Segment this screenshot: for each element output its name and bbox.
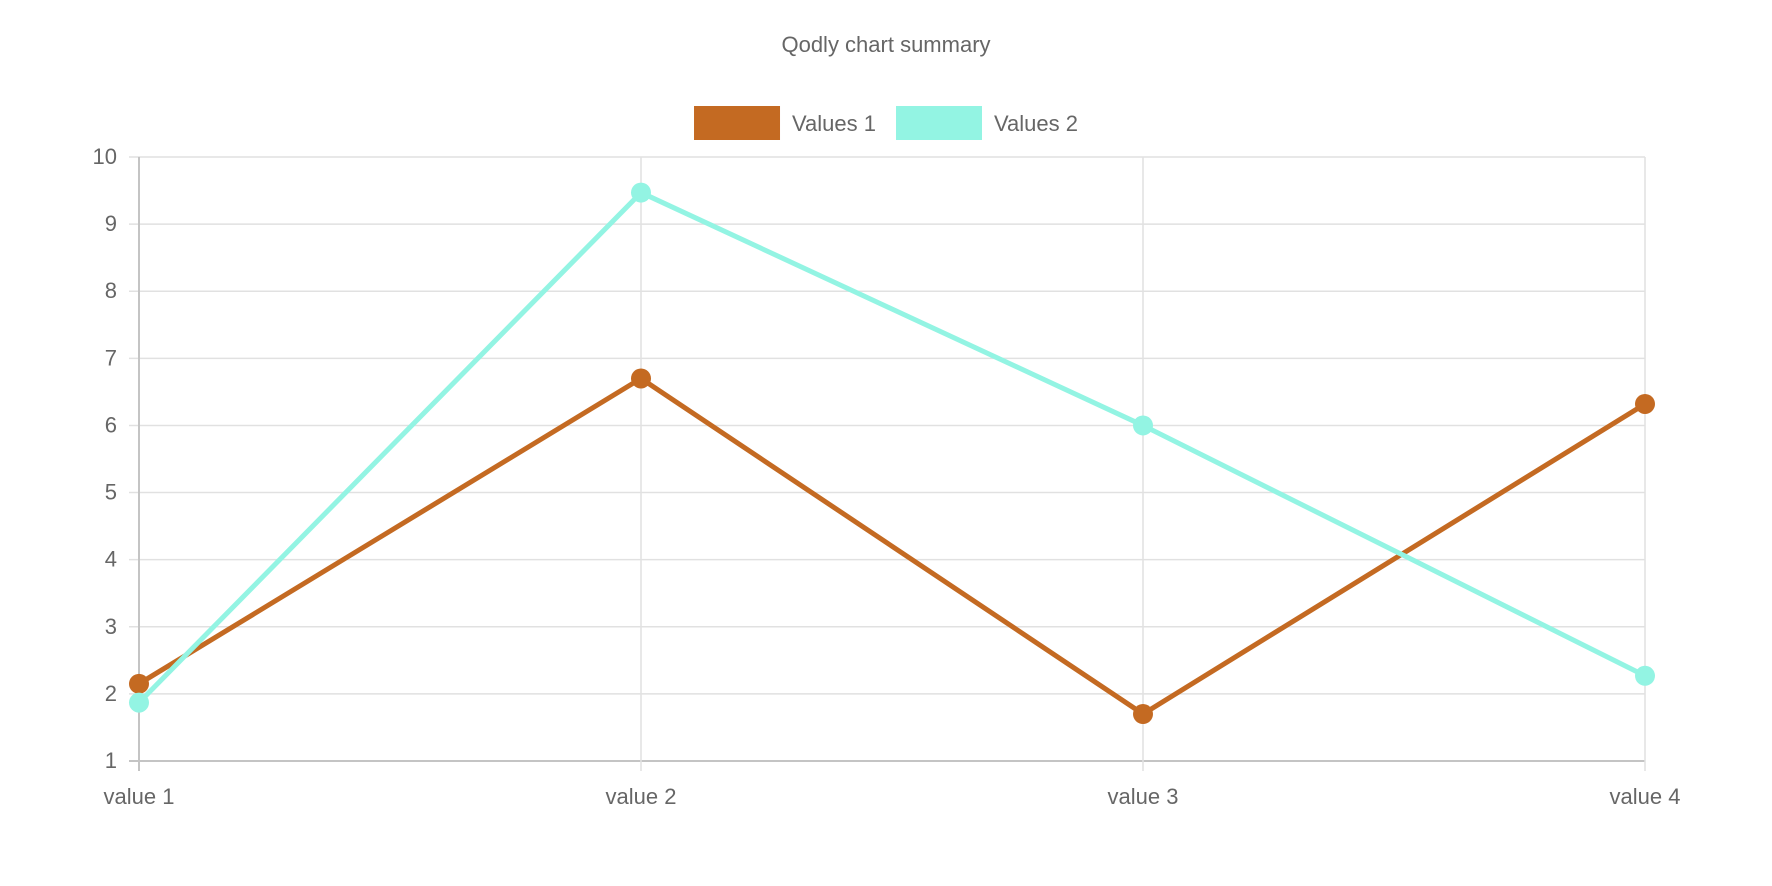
legend-swatch[interactable] xyxy=(694,106,781,140)
series-values-1 xyxy=(129,368,1655,725)
y-tick-label: 10 xyxy=(93,144,117,169)
data-point[interactable] xyxy=(1635,393,1655,414)
data-point[interactable] xyxy=(1133,415,1153,436)
x-tick-label: value 2 xyxy=(606,784,677,809)
data-point[interactable] xyxy=(1133,704,1153,725)
series-line xyxy=(137,189,1647,705)
series-values-2 xyxy=(129,182,1655,713)
y-tick-label: 2 xyxy=(105,681,117,706)
legend: Values 1 Values 2 xyxy=(694,106,1078,140)
x-tick-label: value 3 xyxy=(1108,784,1179,809)
legend-swatch[interactable] xyxy=(896,106,982,140)
axes: 1 2 3 4 5 6 7 8 9 10 value 1 value 2 value 3 value 4 xyxy=(93,144,1681,809)
y-tick-label: 1 xyxy=(105,748,117,773)
x-tick-label: value 4 xyxy=(1610,784,1681,809)
data-point[interactable] xyxy=(129,692,149,713)
data-point[interactable] xyxy=(1635,665,1655,686)
y-tick-label: 3 xyxy=(105,614,117,639)
series-line xyxy=(137,375,1647,717)
data-point[interactable] xyxy=(631,368,651,389)
grid xyxy=(129,156,1646,771)
y-tick-label: 8 xyxy=(105,278,117,303)
y-tick-label: 9 xyxy=(105,211,117,236)
x-tick-label: value 1 xyxy=(104,784,175,809)
y-tick-label: 4 xyxy=(105,547,117,572)
y-tick-label: 7 xyxy=(105,345,117,370)
y-tick-label: 6 xyxy=(105,412,117,437)
y-tick-label: 5 xyxy=(105,480,117,505)
series-layer xyxy=(129,182,1655,725)
chart-title: Qodly chart summary xyxy=(781,32,990,57)
legend-label: Values 1 xyxy=(792,111,876,136)
legend-label: Values 2 xyxy=(994,111,1078,136)
data-point[interactable] xyxy=(129,673,149,694)
data-point[interactable] xyxy=(631,182,651,203)
